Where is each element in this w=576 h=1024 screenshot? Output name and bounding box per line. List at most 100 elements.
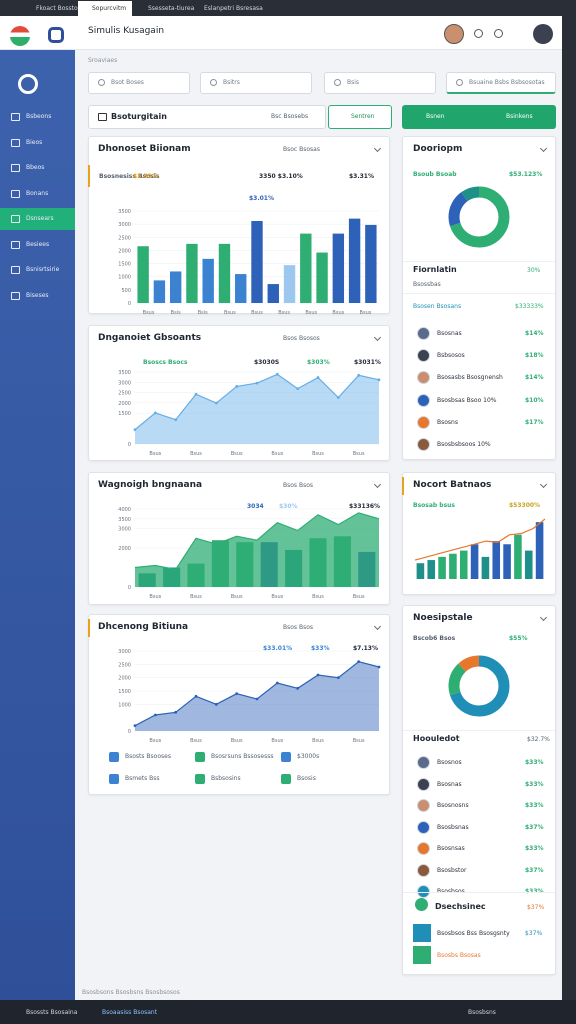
item-value: $37% [525,866,544,874]
filter[interactable]: Bsis [324,72,436,94]
legend-swatch [109,752,119,762]
point [316,673,320,677]
y-tick-label: 500 [121,288,131,294]
donut-segment [448,655,510,717]
browser-tab[interactable]: Ssesseta-tiurea [148,5,195,12]
filter[interactable]: Bsuaine Bsbs Bsbsosotas [446,72,556,94]
section-title: Dsechsinec [435,902,486,911]
legend-item: $3000s [281,752,319,762]
filter-icon [334,79,341,86]
section-row-value: $33333% [515,303,544,310]
taskbar-text: Bsossts Bsosaina [26,1009,78,1016]
search-box[interactable]: Bsoturgitain Bsc Bsosebs [88,105,326,129]
bar [186,243,198,303]
bar [438,556,446,579]
chevron[interactable] [539,144,548,153]
filter-icon [98,79,105,86]
x-tick-label: Bsus [271,451,283,457]
browser-tab[interactable]: Fkoact Bosstona [36,5,86,12]
chart: 0 500 1000 1500 2000 2500 3000 3500 Bsus Bsis Bsis… [118,209,379,316]
chevron[interactable] [373,144,382,153]
point [336,396,340,399]
card: Noesipstale Bscob6 Bsos $55% Hoouledot $32.7… [402,605,556,975]
x-tick-label: Bsus [305,310,317,316]
nav-item[interactable]: Bieos [0,132,75,154]
card-menu: Bsoc Bsosas [283,146,320,153]
bar [316,252,328,303]
nav-item[interactable]: Besiees [0,234,75,256]
y-tick-label: 2500 [118,662,131,668]
point [377,665,381,669]
avatar [417,885,430,898]
point [296,387,300,391]
legend-swatch [281,752,291,762]
chevron[interactable] [373,622,382,631]
bar [283,265,296,303]
browser-tab[interactable]: Sopurcvitm [78,1,132,16]
icon[interactable] [474,29,483,38]
bar [267,284,279,303]
chart [448,186,510,248]
avatar[interactable] [533,24,553,44]
bar [416,563,425,579]
card-title: Dooriopm [413,144,463,154]
nav-item[interactable]: Bsnisrtsirie [0,259,75,281]
section-value: $37% [527,904,545,911]
point [275,681,279,685]
bar [251,220,263,303]
donut-segment [448,186,510,248]
x-tick-label: Bsus [312,451,324,457]
point [194,392,198,396]
card-title: Nocort Batnaos [413,480,492,490]
divider [403,261,555,262]
avatar [417,863,430,877]
nav-item[interactable]: Dsnsears [0,208,75,230]
avatar [417,777,430,791]
stat: Bscob6 Bsos [413,635,456,642]
x-tick-label: Bsus [149,594,161,600]
avatar[interactable] [444,24,464,44]
filter[interactable]: Bsot Boses [88,72,190,94]
row-text: Bsosbsos Bss Bsosgsnty [437,930,510,937]
divider [403,892,555,893]
point [316,376,320,379]
taskbar [0,1000,576,1024]
nav-item[interactable]: Bbeos [0,157,75,179]
search-hint: Bsc Bsosebs [271,113,309,120]
item-value: $18% [525,352,544,360]
chevron[interactable] [373,333,382,342]
donut-segment [448,186,510,248]
x-tick-label: Bsus [231,738,243,744]
x-tick-label: Bsus [353,451,365,457]
filter[interactable]: Bsitrs [200,72,312,94]
section-value: 30% [527,267,541,274]
accent [88,165,90,187]
browser-tab[interactable]: Eslanpetri Bsresasa [204,5,263,12]
legend-swatch [109,774,119,784]
bar [202,258,214,303]
x-tick-label: Bsus [190,451,202,457]
chevron[interactable] [373,480,382,489]
nav-item[interactable]: Biseses [0,285,75,307]
bar [459,550,468,579]
item-value: $33% [525,888,544,895]
x-tick-label: Bsus [190,594,202,600]
swatch [413,924,431,942]
stat: $33.01% [263,645,293,652]
legend-item: Bsosts Bsooses [109,752,171,762]
card-title: Wagnoigh bngnaana [98,480,203,490]
bar [365,224,377,303]
icon[interactable] [494,29,503,38]
item-name: Bsosbstor [437,866,467,874]
chevron[interactable] [539,613,548,622]
chevron[interactable] [539,480,548,489]
action-button[interactable]: Bsnen Bsinkens [402,105,556,129]
button[interactable]: Sentren [328,105,392,129]
x-tick-label: Bsus [231,451,243,457]
nav-item[interactable]: Bsbeons [0,106,75,128]
nav-icon [11,138,20,147]
nav-icon [11,291,20,300]
nav-item[interactable]: Bonans [0,183,75,205]
section-value: $32.7% [527,736,550,743]
chart: 0 1500 2000 2500 3000 3500 Bsus Bsus Bsus Bsus Bsu… [118,370,381,457]
